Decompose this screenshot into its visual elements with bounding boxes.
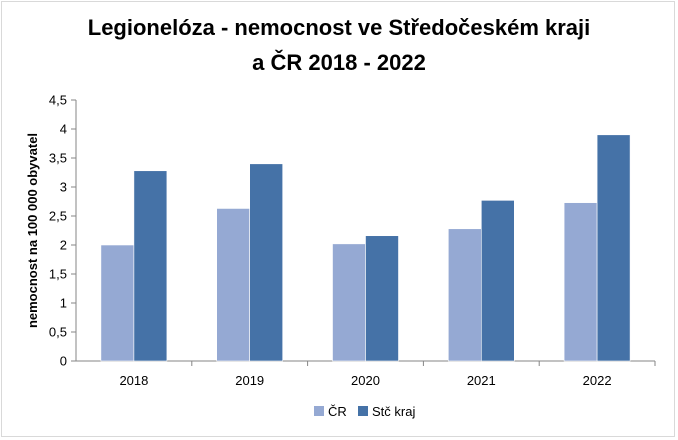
- legend-swatch-stc-kraj: [358, 406, 368, 416]
- bar-cr-2021: [447, 228, 482, 362]
- x-tick-label: 2018: [119, 373, 148, 388]
- bar-stc-kraj-2020: [365, 235, 399, 362]
- bar-cr-2019: [216, 208, 250, 362]
- bar-stc-kraj-2018: [133, 170, 168, 362]
- bar-cr-2020: [332, 243, 366, 362]
- y-axis-title: nemocnost na 100 000 obyvatel: [25, 133, 40, 328]
- bar-stc-kraj-2019: [249, 163, 283, 362]
- y-tick-label: 1: [60, 296, 67, 311]
- legend-label-cr: ČR: [328, 404, 347, 419]
- x-tick-label: 2022: [583, 373, 612, 388]
- bar-cr-2022: [563, 202, 598, 362]
- y-tick-label: 2,5: [49, 209, 67, 224]
- y-tick-label: 4,5: [49, 93, 67, 108]
- bar-stc-kraj-2022: [596, 134, 631, 362]
- legend-swatch-cr: [314, 406, 324, 416]
- y-tick-label: 3,5: [49, 151, 67, 166]
- bar-stc-kraj-2021: [480, 200, 515, 362]
- y-tick-label: 4: [60, 122, 67, 137]
- x-tick-label: 2019: [235, 373, 264, 388]
- chart-title-line-1: Legionelóza - nemocnost ve Středočeském …: [87, 15, 591, 40]
- y-tick-label: 3: [60, 180, 67, 195]
- x-tick-label: 2020: [351, 373, 380, 388]
- chart-title-line-2: a ČR 2018 - 2022: [252, 50, 426, 75]
- legend-label-stc-kraj: Stč kraj: [372, 404, 415, 419]
- y-tick-label: 2: [60, 238, 67, 253]
- y-tick-label: 1,5: [49, 267, 67, 282]
- y-tick-label: 0,5: [49, 325, 67, 340]
- bar-cr-2018: [100, 244, 135, 362]
- x-tick-label: 2021: [467, 373, 496, 388]
- y-tick-label: 0: [60, 354, 67, 369]
